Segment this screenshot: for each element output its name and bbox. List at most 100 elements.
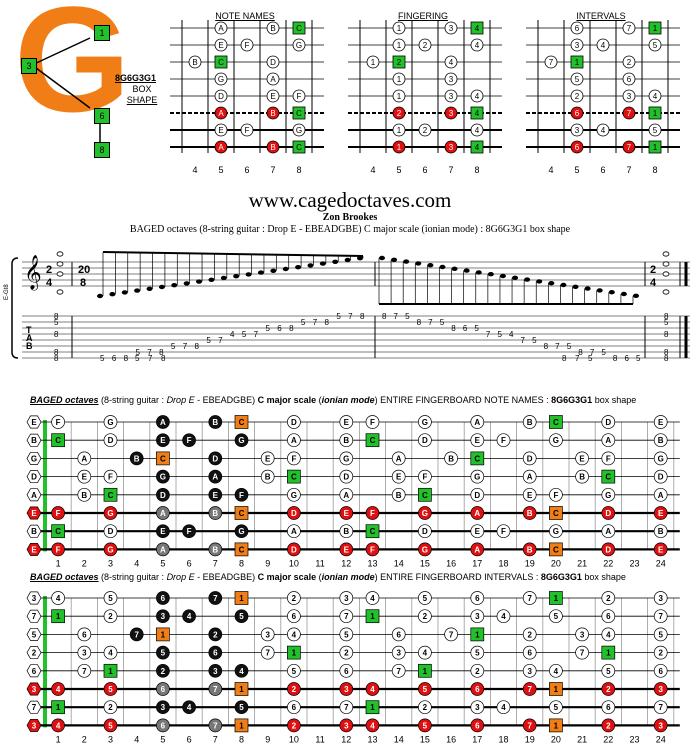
note-marker [496,609,511,624]
note-label: A [81,454,87,463]
root-marker [51,524,65,539]
note-marker [570,72,584,86]
tab-number: 7 [428,318,433,327]
tab-number: 5 [664,318,669,327]
root-marker [214,55,228,69]
note-marker [156,542,170,557]
note-label: E [344,509,350,518]
note-marker [418,542,432,557]
fret-number: 16 [446,734,456,744]
note-label: 1 [370,703,375,712]
note-label: D [108,527,114,536]
fret-number: 21 [577,734,587,744]
note-label: 1 [397,75,402,84]
fret-number: 18 [498,734,508,744]
tab-letter: A [26,333,33,343]
note-marker [653,627,668,642]
fret-number: 19 [525,734,535,744]
note-marker [214,72,228,86]
note-marker [418,415,432,429]
note-marker [522,627,537,642]
tab-number: 8 [325,318,330,327]
root-marker [549,415,563,429]
note-label: C [160,454,166,463]
note-label: 1 [56,612,61,621]
tab-number: 8 [54,354,59,363]
note-label: G [474,473,480,482]
note-marker [522,487,537,502]
note-label: E [658,509,664,518]
note-label: 4 [475,92,480,101]
note-marker [339,591,354,605]
note-label: 1 [397,24,402,33]
note-label: 3 [396,649,401,658]
note-label: G [658,454,664,463]
note-label: 5 [344,630,349,639]
note-label: B [396,491,402,500]
note-marker [418,469,432,484]
time-sig-top: 2 [46,264,52,276]
note-label: G [422,418,428,427]
fret-number: 3 [108,558,113,568]
fret-number: 1 [56,558,61,568]
note-label: 6 [396,630,401,639]
fret-number: 15 [420,734,430,744]
tab-number: 8 [664,312,669,321]
note-marker [292,89,306,103]
note-marker [156,415,170,429]
fret-number: 24 [656,734,666,744]
note-marker [77,487,92,502]
note-label: 1 [161,630,166,639]
fret-number: 5 [160,734,165,744]
note-marker [622,106,636,120]
note-label: C [296,24,302,33]
note-head [463,268,470,273]
note-marker [51,415,65,429]
root-marker [103,663,118,678]
note-label: C [605,473,611,482]
note-marker [287,433,301,448]
note-label: B [212,509,218,518]
root-marker [601,645,616,660]
note-marker [570,89,584,103]
tab-number: 5 [497,330,502,339]
note-marker [444,89,458,103]
note-head [524,277,531,282]
note-marker [287,415,301,429]
note-marker [522,645,537,660]
note-marker [418,38,432,52]
note-marker [234,524,249,539]
fretboard-notes-title: BAGED octaves (8-string guitar : Drop E … [30,395,637,405]
note-marker [653,469,668,484]
note-label: 4 [56,685,61,694]
note-label: D [160,491,166,500]
note-marker [653,609,668,624]
note-marker [339,663,354,678]
note-marker [522,591,537,605]
note-marker [549,609,563,624]
note-head [208,277,215,282]
fret-number: 17 [472,734,482,744]
note-label: 1 [606,649,611,658]
note-marker [648,89,662,103]
root-marker [418,663,432,678]
note-label: 2 [397,109,402,118]
fret-number: 4 [192,165,197,175]
note-marker [496,700,511,715]
tab-number: 5 [588,354,593,363]
note-marker [208,469,223,484]
note-marker [470,524,485,539]
note-label: 4 [475,143,480,152]
note-marker [391,487,406,502]
note-label: C [296,109,302,118]
note-head [257,270,264,275]
note-label: 3 [627,92,632,101]
note-marker [392,106,406,120]
note-marker [51,718,65,733]
note-marker [287,682,301,696]
note-marker [260,469,275,484]
note-label: G [605,491,611,500]
time-sig2-top: 20 [78,264,90,276]
note-label: D [658,473,664,482]
note-head [560,282,567,288]
